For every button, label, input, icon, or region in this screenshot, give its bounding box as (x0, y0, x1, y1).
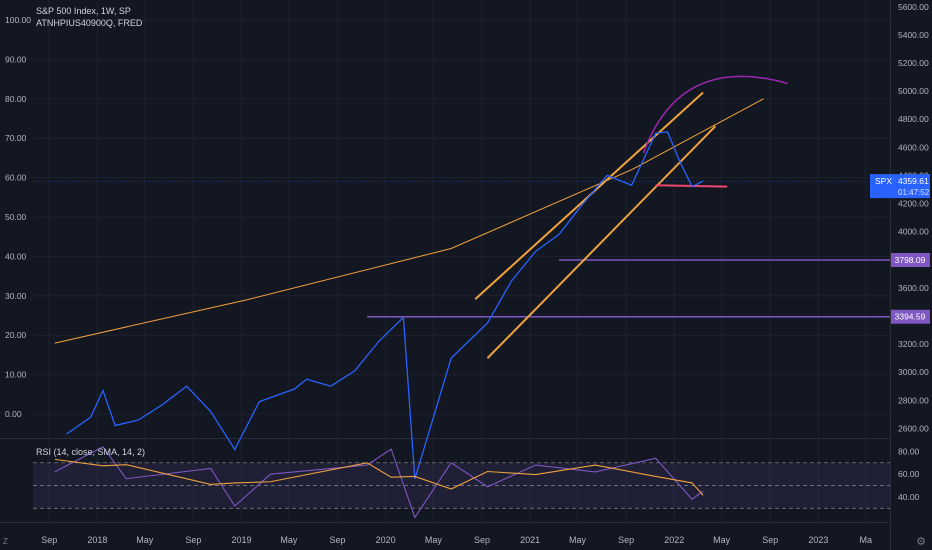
legend-fred[interactable]: ATNHPIUS40900Q, FRED (36, 18, 143, 28)
time-axis-border (0, 522, 890, 523)
channel-line (486, 125, 717, 359)
rsi-axis-tick: 40.00 (898, 492, 920, 502)
current-symbol-label: SPX (875, 176, 892, 186)
time-tick-label: May (569, 535, 587, 545)
rsi-axis-tick: 60.00 (898, 469, 920, 479)
chart-legend[interactable]: S&P 500 Index, 1W, SP ATNHPIUS40900Q, FR… (36, 5, 142, 29)
current-price-label: 4359.61 (898, 176, 929, 186)
left-axis-tick: 10.00 (5, 370, 27, 380)
right-axis-tick: 5600.00 (898, 2, 929, 12)
time-tick-label: Sep (618, 535, 634, 545)
left-axis-tick: 50.00 (5, 212, 27, 222)
left-axis-tick: 0.00 (5, 409, 22, 419)
time-tick-label: 2021 (520, 535, 540, 545)
time-tick-label: May (136, 535, 154, 545)
right-axis-tick: 4200.00 (898, 199, 929, 209)
spx-series-line (66, 131, 704, 480)
fred-series-line (54, 98, 764, 344)
time-tick-label: Sep (329, 535, 345, 545)
time-tick-label: Sep (41, 535, 57, 545)
countdown-label: 01:47:52 (898, 188, 930, 197)
right-axis-tick: 3000.00 (898, 367, 929, 377)
left-axis-tick: 30.00 (5, 291, 27, 301)
right-axis-border (890, 0, 891, 550)
time-tick-label: 2018 (87, 535, 107, 545)
right-axis-tick: 2800.00 (898, 395, 929, 405)
left-axis-tick: 80.00 (5, 94, 27, 104)
left-axis-tick: 100.00 (5, 15, 31, 25)
left-axis-tick: 20.00 (5, 330, 27, 340)
level-label-bg (891, 253, 930, 268)
legend-spx[interactable]: S&P 500 Index, 1W, SP (36, 6, 131, 16)
right-axis-tick: 4600.00 (898, 142, 929, 152)
grid-lines (0, 0, 891, 550)
time-tick-label: 2022 (664, 535, 684, 545)
right-axis-tick: 5200.00 (898, 58, 929, 68)
tradingview-logo-icon[interactable]: Z (3, 537, 8, 546)
current-price-box (870, 174, 930, 199)
level-label: 3394.59 (895, 312, 926, 322)
rsi-axis-tick: 80.00 (898, 446, 920, 456)
rsi-ma-line (54, 458, 704, 496)
right-axis-tick: 4800.00 (898, 114, 929, 124)
rsi-legend[interactable]: RSI (14, close, SMA, 14, 2) (36, 446, 145, 458)
price-labels: 3798.09 3394.59 SPX 4359.61 01:47:52 (870, 174, 930, 324)
arc-drawing (642, 75, 788, 154)
level-label-bg (891, 309, 930, 324)
right-axis-tick: 3600.00 (898, 283, 929, 293)
gear-icon[interactable]: ⚙ (916, 536, 926, 548)
right-axis-tick: 5400.00 (898, 30, 929, 40)
left-axis-tick: 70.00 (5, 133, 27, 143)
rsi-line (54, 446, 704, 519)
right-axis-tick: 5000.00 (898, 86, 929, 96)
time-tick-label: Sep (474, 535, 490, 545)
time-tick-label: Sep (185, 535, 201, 545)
price-series (66, 131, 704, 480)
time-tick-label: Ma (860, 535, 873, 545)
rsi-pane: 80.00 60.00 40.00 (33, 446, 920, 519)
left-axis-tick: 40.00 (5, 251, 27, 261)
time-tick-label: 2020 (376, 535, 396, 545)
right-axis-tick: 4000.00 (898, 227, 929, 237)
time-tick-label: 2019 (232, 535, 252, 545)
axes: Sep 2018 May Sep 2019 May Sep 2020 May Sep 2021 May… (5, 2, 929, 545)
level-label: 3798.09 (895, 255, 926, 265)
left-axis-tick: 90.00 (5, 54, 27, 64)
left-axis-tick: 60.00 (5, 173, 27, 183)
right-axis-tick: 3200.00 (898, 339, 929, 349)
right-axis-tick: 2600.00 (898, 423, 929, 433)
pane-separator (0, 438, 890, 439)
rsi-title[interactable]: RSI (14, close, SMA, 14, 2) (36, 447, 146, 457)
time-tick-label: 2023 (808, 535, 828, 545)
time-tick-label: May (425, 535, 443, 545)
time-tick-label: Sep (762, 535, 778, 545)
time-tick-label: May (280, 535, 298, 545)
time-tick-label: May (713, 535, 731, 545)
